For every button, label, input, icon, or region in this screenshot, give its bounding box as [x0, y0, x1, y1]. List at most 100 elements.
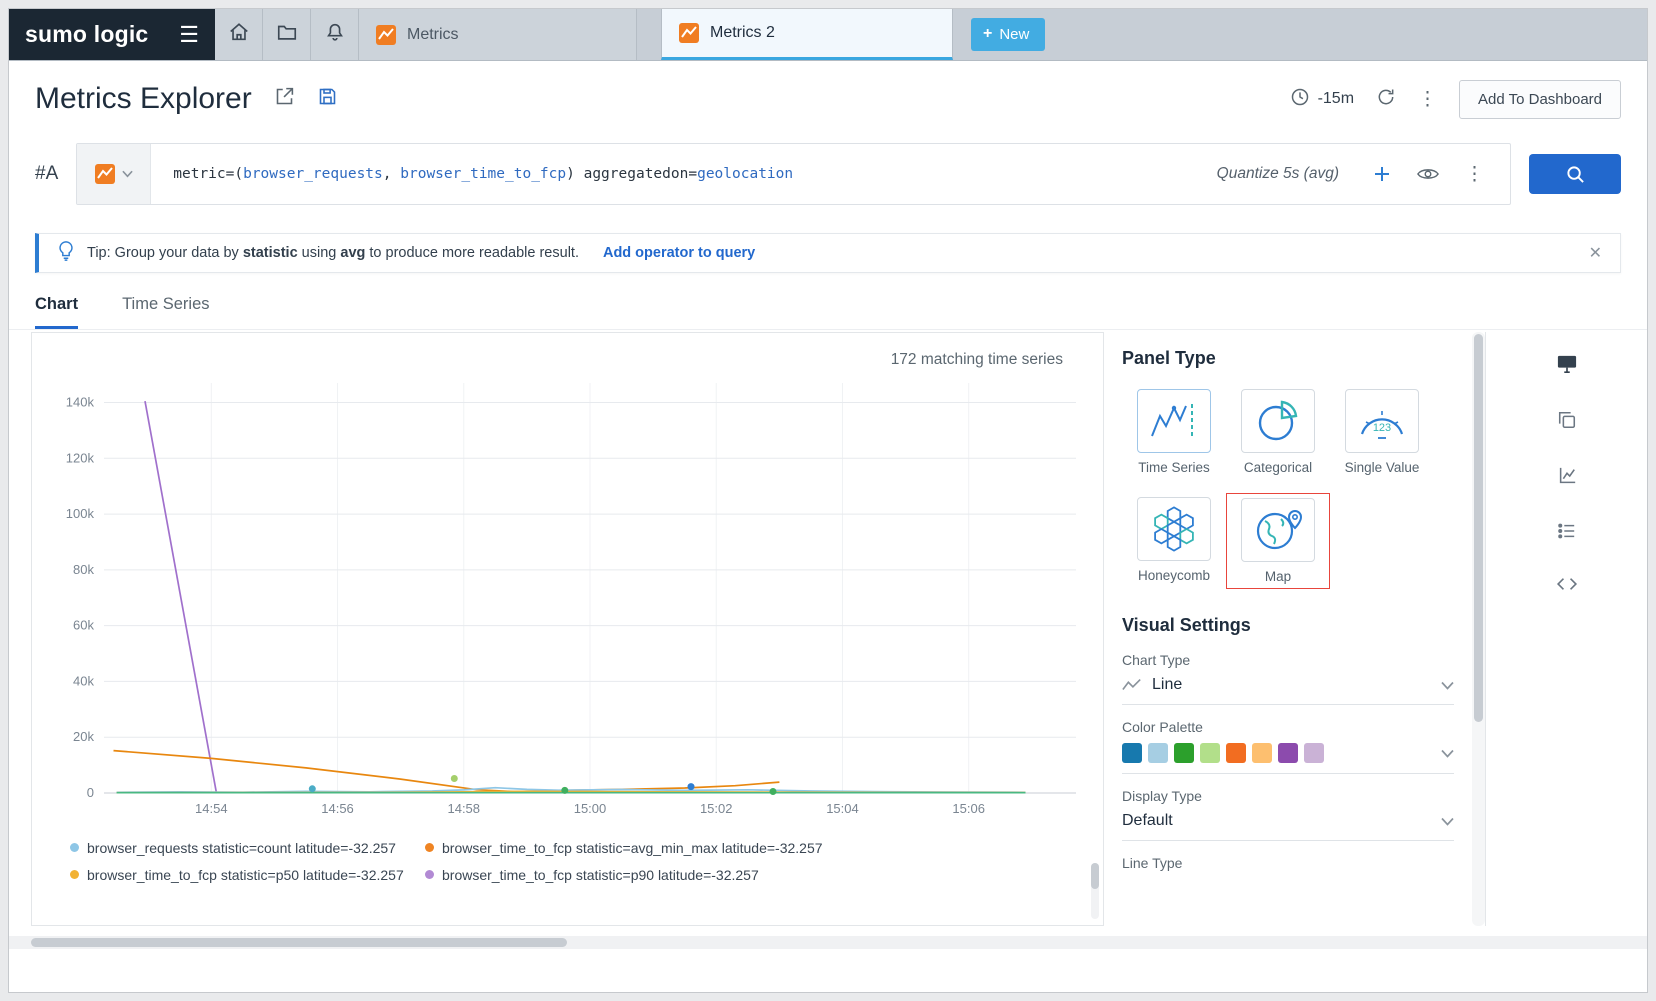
save-icon — [317, 86, 338, 112]
panel-type-time-series[interactable]: Time Series — [1122, 385, 1226, 479]
page-title: Metrics Explorer — [35, 82, 252, 115]
panel-view-button[interactable] — [1556, 354, 1578, 374]
horizontal-scrollbar[interactable] — [9, 936, 1647, 949]
color-palette-swatches — [1122, 743, 1324, 763]
header-actions: -15m ⋮ Add To Dashboard — [1290, 79, 1621, 119]
chevron-down-icon — [1441, 749, 1454, 758]
query-bar[interactable]: metric=(browser_requests, browser_time_t… — [76, 143, 1511, 205]
query-segment: , — [382, 166, 401, 182]
legend-label: browser_requests statistic=count latitud… — [87, 839, 396, 856]
tab-metrics-label: Metrics — [407, 25, 459, 43]
palette-swatch[interactable] — [1278, 743, 1298, 763]
chart-type-value: Line — [1152, 676, 1183, 693]
share-button[interactable] — [274, 86, 295, 112]
logo-block[interactable]: sumo logic ☰ — [9, 9, 215, 60]
palette-swatch[interactable] — [1174, 743, 1194, 763]
panel-type-honeycomb[interactable]: Honeycomb — [1122, 493, 1226, 589]
monitor-icon — [1557, 355, 1576, 373]
home-button[interactable] — [215, 9, 263, 60]
query-row: #A metric=(browser_requests, browser_tim… — [9, 137, 1647, 215]
legend-scroll-thumb[interactable] — [1091, 863, 1099, 889]
svg-text:14:58: 14:58 — [447, 801, 480, 816]
sumo-logic-logo: sumo logic — [25, 21, 149, 47]
refresh-button[interactable] — [1376, 87, 1396, 112]
add-to-dashboard-button[interactable]: Add To Dashboard — [1459, 79, 1621, 119]
tab-metrics-2-label: Metrics 2 — [710, 24, 775, 41]
line-type-label: Line Type — [1122, 855, 1183, 871]
legend-item[interactable]: browser_time_to_fcp statistic=p90 latitu… — [425, 861, 1097, 888]
palette-swatch[interactable] — [1148, 743, 1168, 763]
clock-icon — [1290, 87, 1310, 112]
horizontal-scroll-thumb[interactable] — [31, 938, 567, 947]
svg-text:15:06: 15:06 — [952, 801, 985, 816]
tab-time-series[interactable]: Time Series — [122, 295, 210, 313]
add-operator-link[interactable]: Add operator to query — [602, 245, 756, 261]
panel-type-grid: Time Series Categorical 123 Single Value — [1122, 385, 1454, 589]
query-kebab-menu[interactable]: ⋮ — [1465, 163, 1484, 185]
visual-settings-title: Visual Settings — [1122, 615, 1251, 635]
svg-text:140k: 140k — [66, 395, 95, 410]
axes-chart-icon — [1559, 467, 1575, 484]
color-palette-dropdown[interactable] — [1122, 743, 1454, 774]
settings-scrollbar[interactable] — [1472, 332, 1485, 926]
metrics-tab-icon — [376, 24, 396, 45]
svg-text:20k: 20k — [73, 729, 94, 744]
svg-text:0: 0 — [87, 785, 94, 800]
axes-settings-button[interactable] — [1557, 466, 1577, 486]
palette-swatch[interactable] — [1252, 743, 1272, 763]
time-series-chart[interactable]: 14:54 14:56 14:58 15:00 15:02 15:04 15:06 0 20k 4… — [46, 373, 1086, 825]
query-input[interactable]: metric=(browser_requests, browser_time_t… — [151, 166, 1216, 182]
tip-close-icon[interactable]: ✕ — [1588, 245, 1602, 262]
palette-swatch[interactable] — [1122, 743, 1142, 763]
tab-metrics-2[interactable]: Metrics 2 — [661, 9, 953, 60]
header-kebab-menu[interactable]: ⋮ — [1418, 88, 1438, 110]
svg-text:15:00: 15:00 — [574, 801, 607, 816]
legend-scrollbar[interactable] — [1091, 863, 1099, 919]
query-segment: aggregatedon= — [583, 166, 698, 182]
legend-dot — [425, 870, 434, 879]
tab-chart[interactable]: Chart — [35, 295, 79, 329]
save-button[interactable] — [317, 86, 338, 112]
notifications-button[interactable] — [311, 9, 359, 60]
query-segment: geolocation — [697, 166, 794, 182]
svg-text:15:04: 15:04 — [826, 801, 859, 816]
display-type-dropdown[interactable]: Default — [1122, 812, 1454, 841]
palette-swatch[interactable] — [1226, 743, 1246, 763]
new-button[interactable]: + New — [971, 18, 1046, 51]
export-icon — [274, 86, 295, 112]
add-query-button[interactable] — [1373, 165, 1391, 183]
duplicate-button[interactable] — [1557, 410, 1577, 430]
legend-item[interactable] — [425, 888, 1097, 896]
palette-swatch[interactable] — [1304, 743, 1324, 763]
run-search-button[interactable] — [1529, 154, 1621, 194]
time-range-picker[interactable]: -15m — [1290, 87, 1354, 112]
svg-text:120k: 120k — [66, 450, 95, 465]
legend-item[interactable]: browser_time_to_fcp statistic=avg_min_ma… — [425, 834, 1097, 861]
panel-type-map[interactable]: Map — [1226, 493, 1330, 589]
query-segment: browser_requests — [243, 166, 383, 182]
legend-item[interactable]: browser_time_to_fcp statistic=p50 latitu… — [70, 861, 415, 888]
chart-legend: browser_requests statistic=count latitud… — [46, 830, 1097, 896]
legend-settings-button[interactable] — [1557, 522, 1577, 540]
display-type-value: Default — [1122, 812, 1173, 829]
query-code-button[interactable] — [1556, 576, 1578, 592]
legend-label: browser_time_to_fcp statistic=p90 latitu… — [442, 866, 759, 883]
hamburger-menu-icon[interactable]: ☰ — [179, 21, 199, 47]
legend-label: browser_time_to_fcp statistic=p50 latitu… — [87, 866, 404, 883]
chart-type-dropdown[interactable]: Line — [1122, 676, 1454, 705]
legend-dot — [425, 843, 434, 852]
query-type-selector[interactable] — [77, 144, 152, 204]
panel-type-categorical[interactable]: Categorical — [1226, 385, 1330, 479]
tab-metrics[interactable]: Metrics — [359, 9, 637, 60]
library-button[interactable] — [263, 9, 311, 60]
refresh-icon — [1376, 87, 1396, 112]
toggle-visibility-button[interactable] — [1417, 166, 1439, 182]
line-chart-icon — [1122, 678, 1141, 691]
palette-swatch[interactable] — [1200, 743, 1220, 763]
settings-scroll-thumb[interactable] — [1474, 334, 1483, 722]
panel-type-single-value[interactable]: 123 Single Value — [1330, 385, 1434, 479]
new-button-label: New — [999, 25, 1030, 43]
legend-item[interactable] — [70, 888, 415, 896]
legend-item[interactable]: browser_requests statistic=count latitud… — [70, 834, 415, 861]
time-series-panel-icon — [1137, 389, 1211, 453]
